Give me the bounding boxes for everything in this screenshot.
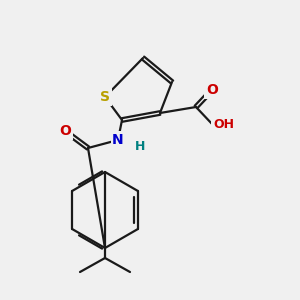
Text: OH: OH (213, 118, 234, 131)
Text: H: H (135, 140, 145, 152)
Text: S: S (100, 90, 110, 104)
Text: O: O (206, 83, 218, 97)
Text: O: O (59, 124, 71, 138)
Text: N: N (112, 133, 124, 147)
